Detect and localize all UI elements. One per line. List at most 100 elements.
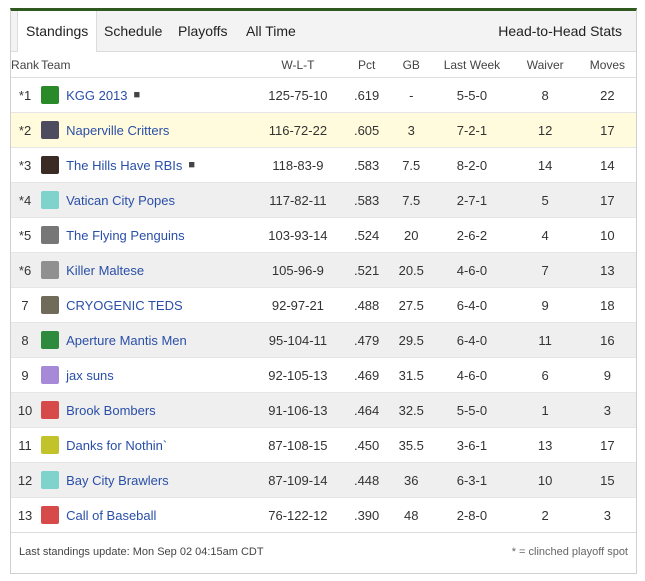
moves-cell: 3	[578, 497, 636, 533]
wlt-cell: 87-109-14	[252, 462, 344, 498]
rank-cell: 13	[11, 497, 41, 533]
team-name-link[interactable]: Bay City Brawlers	[66, 472, 169, 488]
pct-cell: .464	[343, 392, 391, 428]
waiver-cell: 9	[511, 287, 579, 323]
last-week-cell: 5-5-0	[432, 392, 512, 428]
tab-schedule[interactable]: Schedule	[104, 23, 163, 39]
team-cell: jax suns	[40, 357, 253, 393]
wlt-cell: 118-83-9	[252, 147, 344, 183]
gb-cell: 20.5	[390, 252, 433, 288]
team-wrapper: Vatican City Popes	[41, 184, 252, 216]
team-name-link[interactable]: Killer Maltese	[66, 262, 145, 278]
pct-cell: .583	[343, 147, 391, 183]
table-row: *6 Killer Maltese 105-96-9.521 20.5 4-6-0 7 13	[11, 252, 636, 288]
gb-cell: 35.5	[390, 427, 433, 463]
team-wrapper: Killer Maltese	[41, 254, 252, 286]
moves-cell: 13	[578, 252, 636, 288]
team-cell: Brook Bombers	[40, 392, 253, 428]
col-gb: GB	[390, 52, 433, 78]
moves-cell: 10	[578, 217, 636, 253]
moves-cell: 15	[578, 462, 636, 498]
moves-cell: 17	[578, 427, 636, 463]
team-name-link[interactable]: Brook Bombers	[66, 402, 156, 418]
rank-cell: 12	[11, 462, 41, 498]
team-wrapper: jax suns	[41, 359, 252, 391]
team-wrapper: Naperville Critters	[41, 114, 252, 146]
col-pct: Pct	[343, 52, 391, 78]
last-week-cell: 8-2-0	[432, 147, 512, 183]
moves-cell: 9	[578, 357, 636, 393]
helmet-icon	[41, 401, 60, 419]
team-photo-icon	[41, 121, 60, 139]
gb-cell: 32.5	[390, 392, 433, 428]
moves-cell: 17	[578, 182, 636, 218]
pct-cell: .479	[343, 322, 391, 358]
team-wrapper: Aperture Mantis Men	[41, 324, 252, 356]
team-name-link[interactable]: Danks for Nothin`	[66, 437, 168, 453]
rank-cell: 10	[11, 392, 41, 428]
pct-cell: .390	[343, 497, 391, 533]
wlt-cell: 103-93-14	[252, 217, 344, 253]
gb-cell: 7.5	[390, 182, 433, 218]
rank-cell: *5	[11, 217, 41, 253]
tab-standings[interactable]: Standings	[17, 11, 98, 52]
team-name-link[interactable]: Aperture Mantis Men	[66, 332, 187, 348]
col-rank: Rank	[11, 52, 41, 78]
col-wlt: W-L-T	[252, 52, 344, 78]
team-cell: Naperville Critters	[40, 112, 253, 148]
rank-cell: *6	[11, 252, 41, 288]
waiver-cell: 13	[511, 427, 579, 463]
rank-cell: *3	[11, 147, 41, 183]
col-last-week: Last Week	[432, 52, 512, 78]
default-avatar-icon	[41, 366, 60, 384]
helmet-icon	[41, 506, 60, 524]
chat-bubble-icon[interactable]: ■	[133, 89, 141, 101]
table-row: *1 KGG 2013 ■ 125-75-10.619-5-5-0 8 22	[11, 77, 636, 113]
gb-cell: 27.5	[390, 287, 433, 323]
team-cell: Danks for Nothin`	[40, 427, 253, 463]
team-name-link[interactable]: KGG 2013	[66, 87, 128, 103]
team-name-link[interactable]: jax suns	[66, 367, 114, 383]
team-wrapper: Danks for Nothin`	[41, 429, 252, 461]
chat-bubble-icon[interactable]: ■	[188, 159, 196, 171]
team-wrapper: Call of Baseball	[41, 499, 252, 531]
tab-playoffs[interactable]: Playoffs	[178, 23, 228, 39]
waiver-cell: 6	[511, 357, 579, 393]
team-name-link[interactable]: Call of Baseball	[66, 507, 157, 523]
gb-cell: 20	[390, 217, 433, 253]
last-week-cell: 6-3-1	[432, 462, 512, 498]
team-photo-icon	[41, 296, 60, 314]
wlt-cell: 76-122-12	[252, 497, 344, 533]
table-row: 8 Aperture Mantis Men 95-104-11.479 29.5 6-4…	[11, 322, 636, 358]
team-name-link[interactable]: Naperville Critters	[66, 122, 170, 138]
team-name-link[interactable]: Vatican City Popes	[66, 192, 175, 208]
wlt-cell: 105-96-9	[252, 252, 344, 288]
rank-cell: *1	[11, 77, 41, 113]
table-row: *3 The Hills Have RBIs ■ 118-83-9.583 7.5 8-2…	[11, 147, 636, 183]
team-name-link[interactable]: The Hills Have RBIs	[66, 157, 183, 173]
table-row: 10 Brook Bombers 91-106-13.464 32.5 5-5-0 1 3	[11, 392, 636, 428]
pct-cell: .448	[343, 462, 391, 498]
last-week-cell: 6-4-0	[432, 287, 512, 323]
gb-cell: -	[390, 77, 433, 113]
moves-cell: 16	[578, 322, 636, 358]
team-cell: The Flying Penguins	[40, 217, 253, 253]
waiver-cell: 1	[511, 392, 579, 428]
head-to-head-link[interactable]: Head-to-Head Stats	[498, 23, 622, 39]
team-cell: Call of Baseball	[40, 497, 253, 533]
col-moves: Moves	[578, 52, 636, 78]
team-name-link[interactable]: The Flying Penguins	[66, 227, 185, 243]
clinched-legend: * = clinched playoff spot	[511, 546, 628, 558]
table-row: 9 jax suns 92-105-13.469 31.5 4-6-0 6 9	[11, 357, 636, 393]
rank-cell: 8	[11, 322, 41, 358]
col-waiver: Waiver	[511, 52, 579, 78]
team-cell: Vatican City Popes	[40, 182, 253, 218]
wlt-cell: 87-108-15	[252, 427, 344, 463]
last-week-cell: 3-6-1	[432, 427, 512, 463]
tab-all-time[interactable]: All Time	[246, 23, 296, 39]
team-cell: Killer Maltese	[40, 252, 253, 288]
waiver-cell: 8	[511, 77, 579, 113]
team-name-link[interactable]: CRYOGENIC TEDS	[66, 297, 183, 313]
team-wrapper: Bay City Brawlers	[41, 464, 252, 496]
table-row: *2 Naperville Critters 116-72-22.605 3 7-2-1…	[11, 112, 636, 148]
